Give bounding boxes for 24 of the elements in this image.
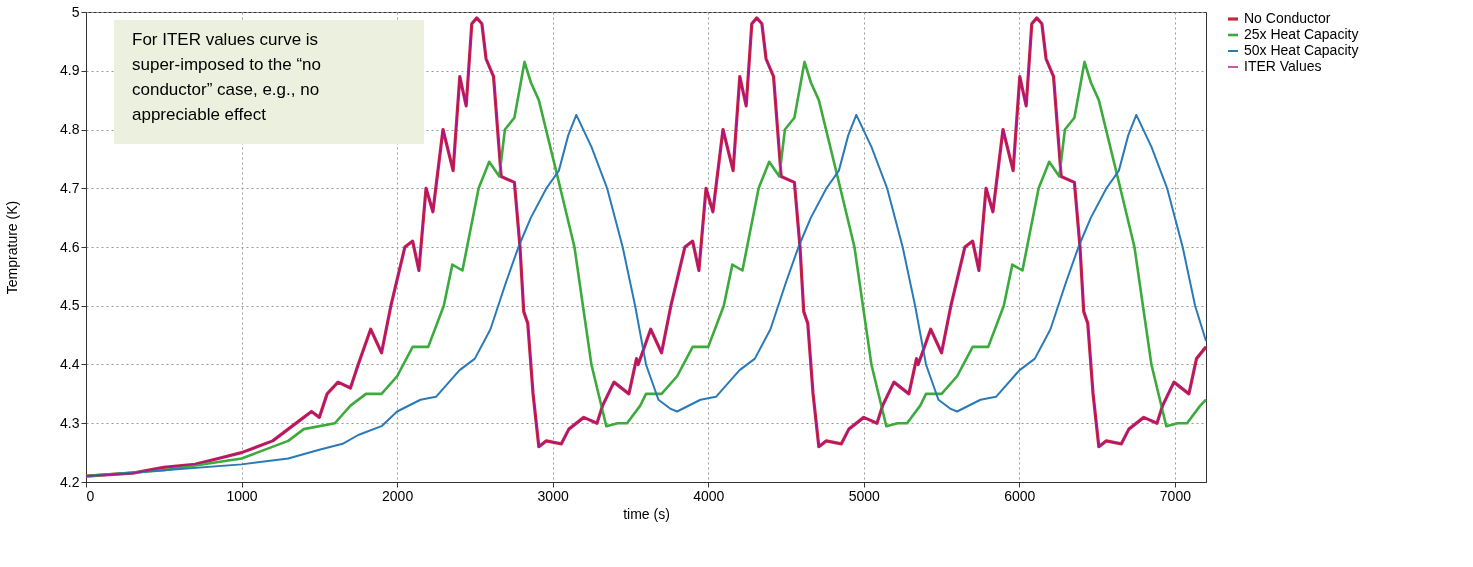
y-tick-label: 4.8 <box>60 121 80 137</box>
x-tick-label: 2000 <box>382 487 414 504</box>
y-tick-label: 4.5 <box>60 297 80 314</box>
y-tick-label: 5 <box>71 3 80 20</box>
x-tick-label: 5000 <box>848 487 881 504</box>
legend-label: 50x Heat Capacity <box>1244 42 1359 58</box>
y-tick-label: 4.3 <box>60 414 80 431</box>
x-axis-title: time (s) <box>623 505 670 522</box>
legend-label: No Conductor <box>1244 10 1331 26</box>
legend-label: ITER Values <box>1244 58 1322 74</box>
annotation: For ITER values curve is super-imposed to the “no conductor” case, e.g., no appreciable effect <box>132 30 321 124</box>
y-tick-label: 4.9 <box>60 62 80 79</box>
x-tick-label: 7000 <box>1159 487 1192 504</box>
y-axis-title: Temprature (K) <box>4 200 21 295</box>
y-tick-label: 4.4 <box>60 356 80 372</box>
y-tick-label: 4.7 <box>60 179 80 196</box>
x-tick-label: 0 <box>86 487 95 504</box>
x-tick-label: 6000 <box>1004 487 1036 504</box>
x-tick-label: 3000 <box>537 487 569 504</box>
x-tick-label: 1000 <box>226 487 258 504</box>
legend-label: 25x Heat Capacity <box>1244 26 1359 42</box>
y-tick-label: 4.6 <box>60 238 80 255</box>
y-tick-label: 4.2 <box>60 473 80 490</box>
x-tick-label: 4000 <box>693 487 725 504</box>
